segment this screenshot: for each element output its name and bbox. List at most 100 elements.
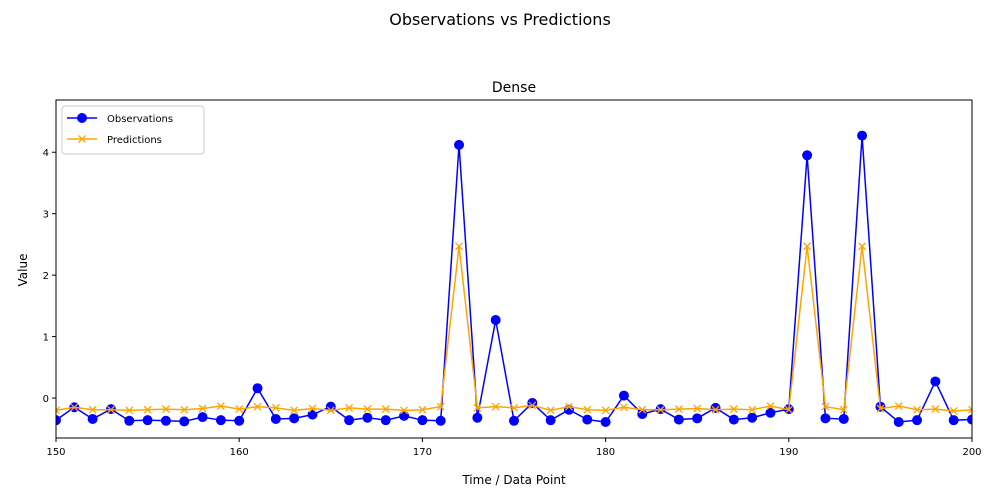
marker-predictions: [766, 402, 775, 411]
marker-predictions: [271, 403, 280, 412]
marker-observations: [893, 417, 904, 428]
marker-observations: [142, 415, 153, 426]
marker-predictions: [308, 404, 317, 413]
marker-observations: [215, 415, 226, 426]
marker-predictions: [528, 401, 537, 410]
marker-predictions: [674, 405, 683, 414]
marker-observations: [56, 415, 61, 426]
marker-observations: [600, 417, 611, 428]
marker-predictions: [290, 406, 299, 415]
marker-observations: [234, 415, 245, 426]
marker-predictions: [656, 405, 665, 414]
marker-observations: [454, 139, 465, 150]
marker-observations: [618, 390, 629, 401]
marker-observations: [820, 413, 831, 424]
x-tick-label: 150: [46, 447, 65, 458]
marker-predictions: [345, 403, 354, 412]
x-axis-label: Time / Data Point: [461, 473, 566, 487]
y-axis-label: Value: [16, 254, 30, 287]
marker-predictions: [638, 405, 647, 414]
marker-predictions: [729, 405, 738, 414]
marker-predictions: [180, 405, 189, 414]
x-tick-label: 160: [230, 447, 249, 458]
marker-observations: [179, 416, 190, 427]
marker-predictions: [546, 406, 555, 415]
marker-predictions: [711, 405, 720, 414]
marker-predictions: [894, 402, 903, 411]
marker-observations: [344, 415, 355, 426]
marker-observations: [673, 414, 684, 425]
x-tick-label: 180: [596, 447, 615, 458]
marker-observations: [417, 415, 428, 426]
marker-predictions: [107, 405, 115, 414]
marker-observations: [912, 415, 923, 426]
axis-ticks: 150 160 170 180 190 200 0 1 2 3 4: [43, 148, 982, 458]
marker-observations: [490, 315, 501, 326]
marker-observations: [692, 413, 703, 424]
y-tick-label: 3: [43, 210, 49, 221]
marker-predictions: [913, 405, 921, 414]
marker-predictions: [565, 402, 573, 411]
marker-observations: [362, 412, 373, 423]
marker-predictions: [510, 403, 518, 412]
marker-predictions: [143, 405, 152, 414]
x-tick-label: 200: [962, 447, 981, 458]
marker-predictions: [931, 405, 940, 414]
marker-predictions: [88, 405, 97, 414]
marker-predictions: [876, 404, 885, 413]
marker-observations: [545, 415, 556, 426]
marker-predictions: [216, 402, 225, 411]
marker-observations: [380, 415, 391, 426]
marker-observations: [307, 409, 318, 420]
chart-title: Dense: [492, 80, 536, 96]
chart-suptitle: Observations vs Predictions: [389, 10, 611, 29]
marker-observations: [857, 130, 868, 141]
marker-observations: [87, 413, 98, 424]
marker-predictions: [198, 404, 207, 413]
marker-predictions: [418, 405, 427, 414]
legend[interactable]: Observations Predictions: [61, 105, 205, 155]
x-tick-label: 170: [413, 447, 432, 458]
marker-observations: [472, 412, 483, 423]
marker-observations: [270, 413, 281, 424]
marker-predictions: [839, 405, 848, 414]
marker-predictions: [803, 242, 812, 251]
marker-predictions: [400, 406, 409, 415]
y-tick-label: 2: [43, 271, 49, 282]
legend-label-observations: Observations: [107, 114, 173, 125]
marker-observations: [765, 407, 776, 418]
series-group: [56, 130, 972, 428]
marker-observations: [509, 415, 519, 426]
marker-predictions: [363, 405, 372, 414]
y-tick-label: 0: [43, 394, 49, 405]
marker-observations: [289, 413, 300, 424]
marker-observations: [160, 415, 171, 426]
marker-predictions: [125, 406, 134, 415]
marker-predictions: [455, 242, 463, 251]
legend-label-predictions: Predictions: [107, 135, 162, 146]
marker-predictions: [436, 402, 445, 411]
marker-predictions: [253, 402, 262, 411]
marker-predictions: [161, 405, 170, 414]
marker-predictions: [748, 405, 757, 414]
marker-observations: [930, 376, 941, 387]
series-line-observations: [56, 135, 972, 423]
marker-predictions: [70, 403, 79, 412]
marker-predictions: [473, 403, 482, 412]
marker-observations: [637, 409, 648, 420]
legend-box: [61, 105, 205, 155]
marker-predictions: [235, 405, 244, 414]
marker-observations: [802, 150, 813, 161]
marker-observations: [948, 415, 959, 426]
marker-observations: [435, 415, 446, 426]
marker-observations: [582, 414, 593, 425]
marker-predictions: [381, 405, 390, 414]
marker-predictions: [491, 402, 500, 411]
marker-observations: [77, 113, 87, 123]
marker-observations: [728, 414, 739, 425]
marker-predictions: [619, 403, 628, 412]
marker-predictions: [858, 242, 867, 251]
marker-observations: [838, 413, 849, 424]
series-line-predictions: [56, 246, 972, 412]
